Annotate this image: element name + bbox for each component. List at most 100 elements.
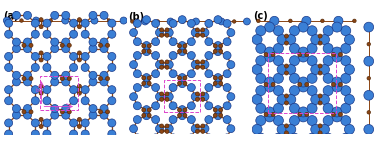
Circle shape — [298, 112, 302, 116]
Circle shape — [284, 71, 288, 75]
Circle shape — [265, 137, 274, 144]
Circle shape — [108, 119, 116, 127]
Circle shape — [5, 86, 12, 94]
Circle shape — [227, 61, 235, 69]
Circle shape — [265, 82, 274, 92]
Circle shape — [23, 45, 31, 53]
Circle shape — [305, 53, 309, 57]
Circle shape — [311, 35, 321, 44]
Circle shape — [338, 83, 342, 86]
Circle shape — [142, 76, 146, 80]
Circle shape — [201, 124, 205, 128]
Circle shape — [183, 76, 187, 80]
Circle shape — [201, 129, 205, 133]
Circle shape — [60, 110, 64, 114]
Circle shape — [178, 42, 186, 49]
Circle shape — [147, 76, 151, 80]
Circle shape — [31, 86, 39, 94]
Circle shape — [100, 38, 108, 46]
Circle shape — [201, 33, 205, 37]
Circle shape — [152, 116, 160, 123]
Circle shape — [70, 52, 77, 60]
Circle shape — [341, 56, 351, 66]
Circle shape — [284, 124, 288, 128]
Circle shape — [143, 42, 150, 49]
Circle shape — [51, 71, 59, 79]
Text: b₂: b₂ — [35, 88, 40, 93]
Circle shape — [105, 43, 110, 47]
Circle shape — [143, 80, 150, 88]
Circle shape — [91, 17, 98, 24]
Circle shape — [152, 52, 160, 59]
Circle shape — [78, 19, 82, 22]
Circle shape — [227, 125, 235, 133]
Circle shape — [81, 30, 89, 38]
Circle shape — [29, 77, 33, 81]
Circle shape — [214, 42, 222, 49]
Circle shape — [213, 76, 217, 80]
Circle shape — [43, 86, 51, 94]
Circle shape — [39, 25, 43, 29]
Circle shape — [205, 70, 213, 78]
Circle shape — [160, 28, 164, 32]
Circle shape — [223, 84, 231, 91]
Circle shape — [273, 103, 284, 113]
Circle shape — [284, 131, 288, 135]
Circle shape — [165, 28, 169, 32]
Circle shape — [133, 70, 141, 78]
Circle shape — [205, 116, 213, 123]
Circle shape — [165, 61, 173, 69]
Circle shape — [147, 113, 151, 117]
Circle shape — [89, 138, 97, 144]
Circle shape — [31, 64, 39, 72]
Circle shape — [323, 133, 333, 143]
Circle shape — [201, 60, 205, 64]
Circle shape — [332, 47, 342, 57]
Circle shape — [81, 119, 89, 127]
Circle shape — [178, 106, 186, 113]
Circle shape — [12, 11, 20, 19]
Circle shape — [284, 94, 288, 98]
Circle shape — [298, 82, 308, 92]
Circle shape — [273, 26, 284, 36]
Circle shape — [344, 65, 355, 74]
Circle shape — [256, 56, 266, 66]
Circle shape — [178, 113, 181, 117]
Circle shape — [201, 97, 205, 101]
Circle shape — [169, 38, 177, 46]
Circle shape — [70, 130, 77, 138]
Circle shape — [307, 43, 317, 53]
Circle shape — [108, 30, 116, 38]
Circle shape — [195, 33, 199, 37]
Circle shape — [270, 16, 279, 25]
Circle shape — [99, 43, 102, 47]
Circle shape — [305, 83, 309, 86]
Circle shape — [319, 65, 330, 74]
Circle shape — [284, 41, 288, 45]
Circle shape — [257, 19, 260, 23]
Circle shape — [12, 38, 20, 46]
Circle shape — [321, 19, 324, 23]
Circle shape — [298, 107, 308, 117]
Circle shape — [218, 18, 225, 25]
Circle shape — [178, 80, 186, 88]
Circle shape — [142, 44, 146, 48]
Circle shape — [169, 134, 177, 142]
Circle shape — [367, 42, 370, 46]
Circle shape — [89, 71, 97, 79]
Circle shape — [152, 102, 160, 110]
Circle shape — [51, 11, 59, 19]
Circle shape — [323, 116, 333, 126]
Circle shape — [100, 45, 108, 53]
Circle shape — [318, 71, 322, 75]
Circle shape — [227, 93, 235, 101]
Circle shape — [130, 29, 138, 37]
Circle shape — [70, 64, 77, 72]
Circle shape — [147, 108, 151, 112]
Circle shape — [201, 65, 205, 69]
Circle shape — [256, 86, 266, 96]
Circle shape — [307, 26, 317, 36]
Circle shape — [49, 19, 53, 22]
Circle shape — [332, 112, 335, 116]
Circle shape — [298, 77, 308, 87]
